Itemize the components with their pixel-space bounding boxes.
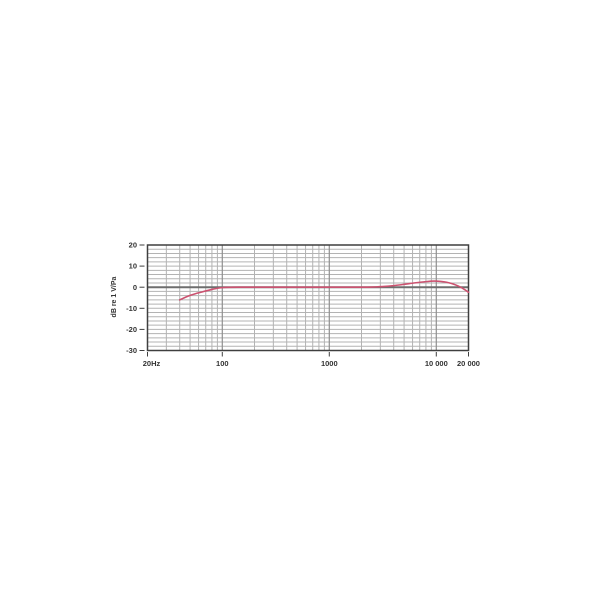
x-tick-label: 10 000 xyxy=(425,359,448,368)
grid-major-lines xyxy=(221,245,437,351)
x-tick-label: 100 xyxy=(216,359,229,368)
y-tick-label: 10 xyxy=(129,262,137,271)
x-tick-label: 20 000 xyxy=(457,359,480,368)
response-curve xyxy=(178,280,470,301)
axis-tick-marks xyxy=(139,244,469,357)
x-axis-tick-labels: 20Hz 100 1000 10 000 20 000 xyxy=(143,359,480,368)
y-axis-title: dB re 1 V/Pa xyxy=(111,276,118,317)
plot-frame xyxy=(146,244,470,352)
grid-minor-lines xyxy=(147,245,469,351)
x-tick-label: 1000 xyxy=(321,359,338,368)
x-tick-label: 20Hz xyxy=(143,359,161,368)
y-tick-label: 20 xyxy=(129,241,137,250)
y-tick-label: 0 xyxy=(133,283,137,292)
y-tick-label: -30 xyxy=(126,346,137,355)
y-axis-tick-labels: 20 10 0 -10 -20 -30 xyxy=(126,241,137,356)
y-tick-label: -10 xyxy=(126,304,137,313)
y-tick-label: -20 xyxy=(126,325,137,334)
